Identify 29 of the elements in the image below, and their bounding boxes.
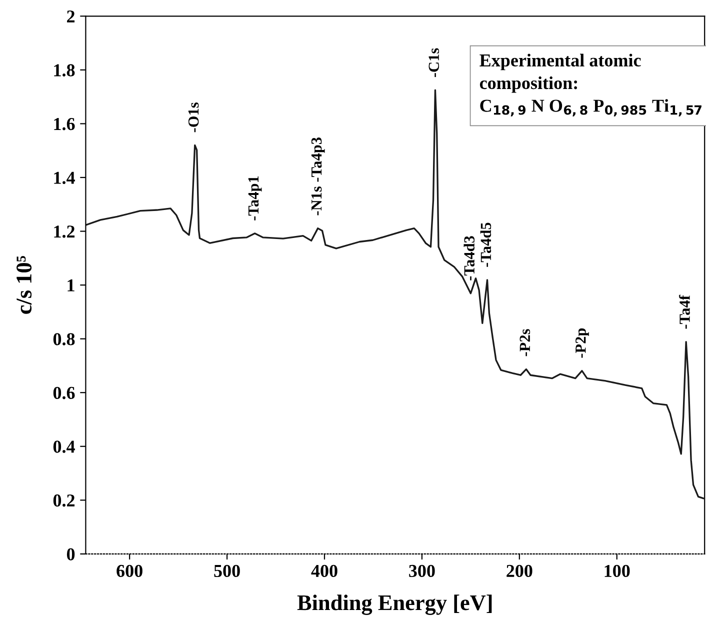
y-tick-label: 2 bbox=[67, 10, 75, 22]
annotation: -N1s -Ta4p3 bbox=[311, 138, 325, 216]
y-tick-label: 0 bbox=[66, 548, 75, 560]
annotation: -P2s bbox=[520, 329, 530, 356]
y-axis-title: c/s 10⁵ bbox=[16, 256, 32, 314]
x-tick-label: 500 bbox=[214, 564, 240, 578]
annotation: -Ta4p1 bbox=[248, 176, 262, 220]
y-tick-label: 0.2 bbox=[53, 494, 75, 507]
annotation: -Ta4d5 bbox=[480, 222, 492, 267]
y-tick-label: 1.6 bbox=[54, 118, 75, 130]
annotation: -Ta4d3 bbox=[464, 236, 475, 280]
x-tick-label: 400 bbox=[311, 564, 338, 578]
y-tick-label: 1.4 bbox=[54, 172, 75, 184]
x-tick-label: 300 bbox=[409, 564, 435, 578]
x-axis-title: Binding Energy [eV] bbox=[297, 594, 492, 615]
y-tick-label: 1.2 bbox=[54, 226, 75, 238]
y-tick-label: 0.4 bbox=[53, 440, 75, 453]
x-tick-label: 200 bbox=[506, 564, 532, 578]
y-tick-label: 1.8 bbox=[54, 64, 75, 76]
annotation: -Ta4f bbox=[678, 294, 690, 329]
y-tick-label: 0.6 bbox=[53, 386, 75, 400]
annotation: -C1s bbox=[428, 48, 440, 78]
text: Experimental atomic composition: C$_{18,9}$ N O$_{6,8}$ P$_{0,985}$ Ti$_{1,57}$ bbox=[480, 54, 702, 116]
y-tick-label: 1 bbox=[68, 279, 74, 292]
annotation: -P2p bbox=[576, 328, 589, 358]
x-tick-label: 100 bbox=[604, 564, 630, 578]
x-tick-label: 600 bbox=[116, 564, 142, 578]
y-tick-label: 0.8 bbox=[53, 333, 75, 346]
annotation: -O1s bbox=[188, 102, 199, 132]
